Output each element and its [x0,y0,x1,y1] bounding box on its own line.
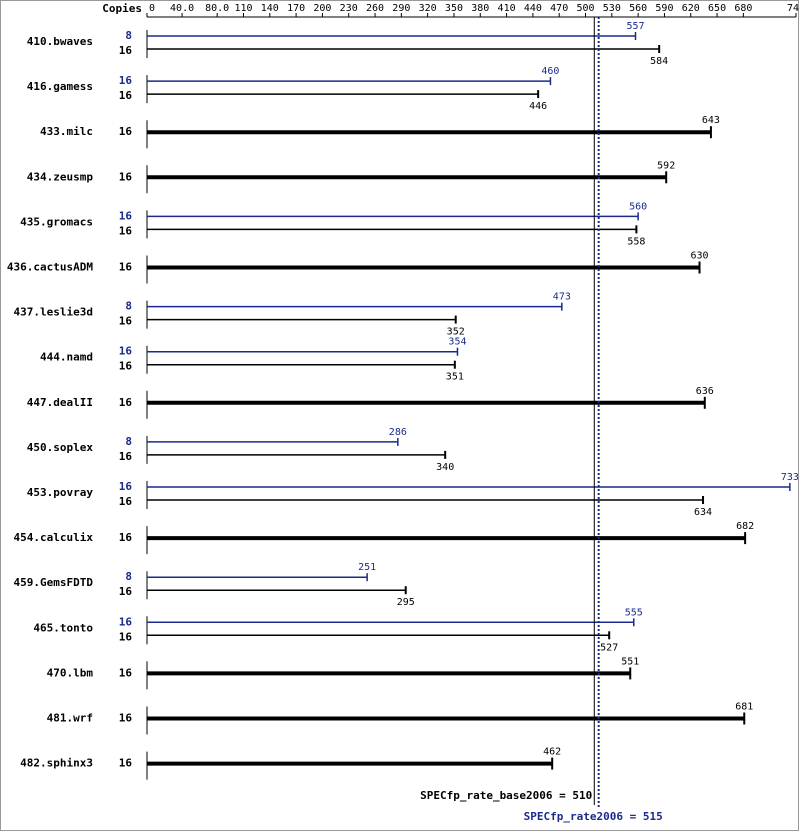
value-label: 460 [541,66,559,77]
copies: 16 [119,495,133,508]
copies: 16 [119,666,133,679]
value-label: 560 [629,201,647,212]
copies: 16 [119,396,133,409]
value-label: 733 [781,472,799,483]
benchmark-name: 482.sphinx3 [20,757,93,770]
x-tick-label: 110 [234,3,252,14]
copies: 16 [119,44,133,57]
copies: 16 [119,125,133,138]
x-tick-label: 200 [313,3,331,14]
value-label: 558 [627,236,645,247]
value-label: 681 [735,702,753,713]
copies: 16 [119,531,133,544]
copies: 16 [119,74,133,87]
benchmark-name: 470.lbm [47,666,94,679]
value-label: 473 [553,292,571,303]
benchmark-name: 459.GemsFDTD [14,576,94,589]
value-label: 351 [446,372,464,383]
copies: 16 [119,170,133,183]
copies: 16 [119,480,133,493]
x-tick-label: 0 [149,3,155,14]
value-label: 634 [694,507,712,518]
x-tick-label: 440 [524,3,542,14]
x-tick-label: 620 [682,3,700,14]
value-label: 295 [397,597,415,608]
x-tick-label: 290 [392,3,410,14]
reference-label: SPECfp_rate2006 = 515 [524,810,663,823]
x-tick-label: 650 [708,3,726,14]
copies: 8 [125,570,132,583]
reference-label: SPECfp_rate_base2006 = 510 [420,789,592,802]
benchmark-name: 465.tonto [33,621,93,634]
copies: 16 [119,757,133,770]
benchmark-name: 453.povray [27,486,94,499]
copies: 16 [119,315,133,328]
x-tick-label: 80.0 [205,3,229,14]
copies-header: Copies [102,2,142,15]
value-label: 636 [696,386,714,397]
benchmark-name: 416.gamess [27,80,93,93]
value-label: 682 [736,521,754,532]
benchmark-name: 437.leslie3d [14,306,93,319]
x-tick-label: 410 [498,3,516,14]
value-label: 462 [543,747,561,758]
copies: 8 [125,435,132,448]
value-label: 527 [600,642,618,653]
x-tick-label: 740 [787,3,799,14]
value-label: 251 [358,562,376,573]
benchmark-name: 444.namd [40,351,93,364]
copies: 16 [119,209,133,222]
value-label: 340 [436,462,454,473]
x-tick-label: 40.0 [170,3,194,14]
copies: 16 [119,345,133,358]
copies: 16 [119,360,133,373]
copies: 16 [119,261,133,274]
x-tick-label: 380 [471,3,489,14]
value-label: 584 [650,56,668,67]
benchmark-name: 410.bwaves [27,35,93,48]
x-tick-label: 470 [550,3,568,14]
x-tick-label: 590 [655,3,673,14]
x-tick-label: 530 [603,3,621,14]
copies: 16 [119,89,133,102]
value-label: 352 [447,327,465,338]
x-tick-label: 320 [419,3,437,14]
benchmark-name: 434.zeusmp [27,170,94,183]
x-tick-label: 560 [629,3,647,14]
value-label: 551 [621,656,639,667]
benchmark-name: 454.calculix [14,531,94,544]
benchmark-name: 447.dealII [27,396,93,409]
benchmark-name: 433.milc [40,125,93,138]
x-tick-label: 680 [734,3,752,14]
value-label: 557 [626,21,644,32]
copies: 8 [125,300,132,313]
value-label: 592 [657,160,675,171]
copies: 16 [119,630,133,643]
benchmark-name: 450.soplex [27,441,94,454]
value-label: 643 [702,115,720,126]
copies: 16 [119,450,133,463]
x-tick-label: 230 [340,3,358,14]
benchmark-name: 436.cactusADM [7,261,93,274]
x-tick-label: 260 [366,3,384,14]
copies: 8 [125,29,132,42]
copies: 16 [119,224,133,237]
benchmark-name: 435.gromacs [20,215,93,228]
x-tick-label: 500 [576,3,594,14]
copies: 16 [119,615,133,628]
value-label: 630 [690,251,708,262]
value-label: 354 [448,337,466,348]
value-label: 555 [625,607,643,618]
x-tick-label: 140 [261,3,279,14]
value-label: 446 [529,101,547,112]
copies: 16 [119,585,133,598]
value-label: 286 [389,427,407,438]
x-tick-label: 350 [445,3,463,14]
x-tick-label: 170 [287,3,305,14]
benchmark-name: 481.wrf [47,712,93,725]
copies: 16 [119,712,133,725]
